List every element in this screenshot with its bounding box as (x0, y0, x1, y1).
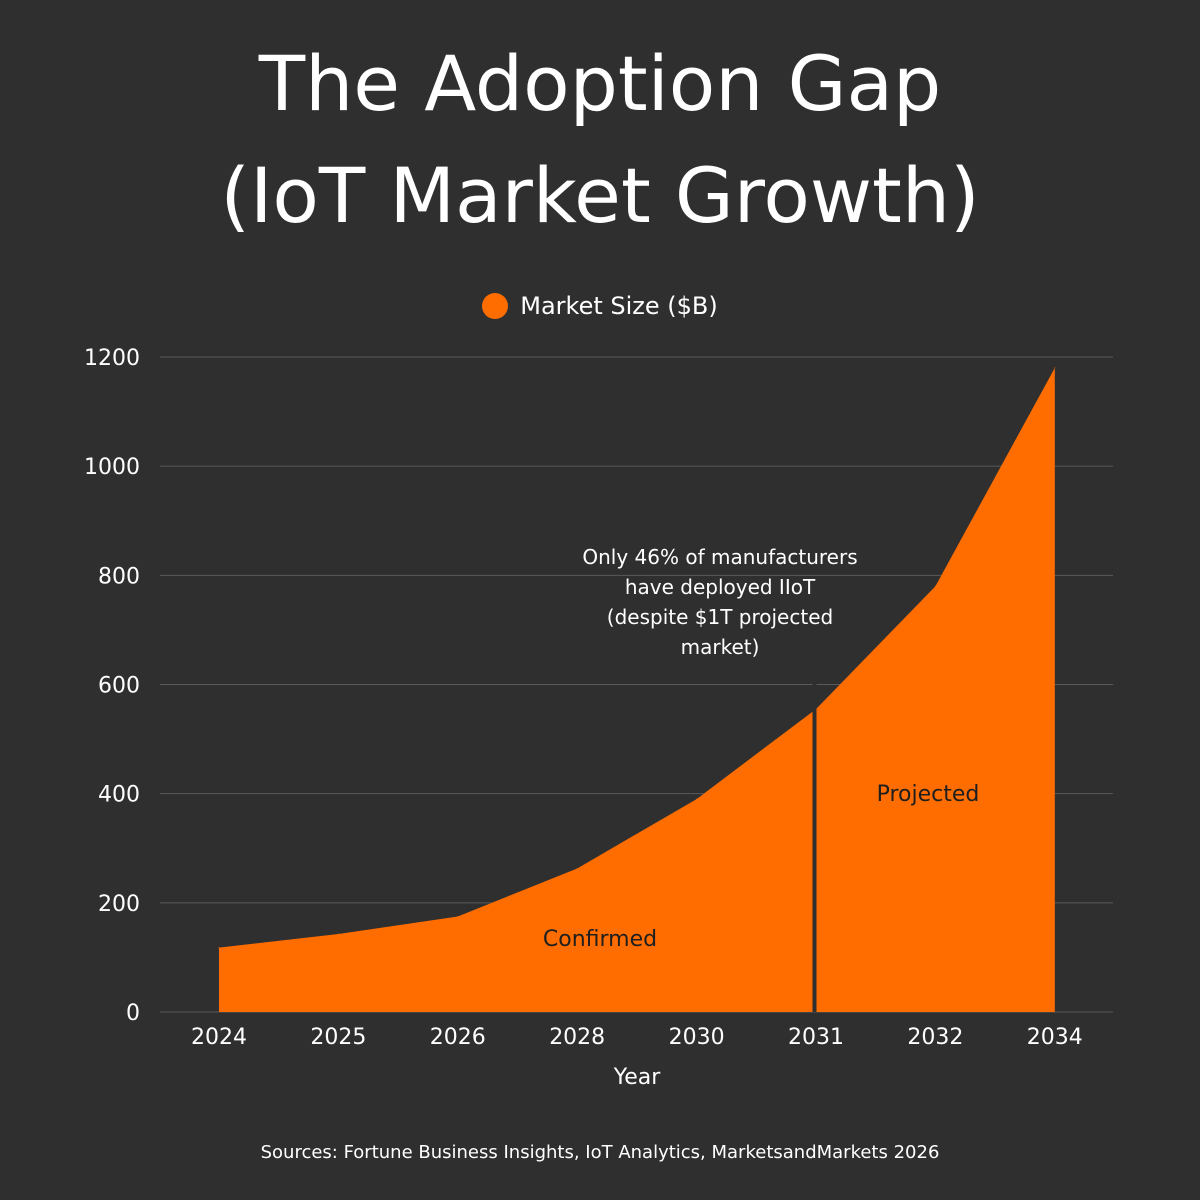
market-size-area (219, 367, 1055, 1013)
legend: Market Size ($B) (0, 292, 1200, 320)
y-tick-label: 1200 (84, 346, 140, 371)
chart-title-line-1: The Adoption Gap (258, 39, 942, 128)
data-point (934, 585, 936, 587)
x-tick-label: 2032 (907, 1025, 963, 1050)
data-point (1054, 367, 1056, 369)
y-tick-label: 400 (98, 783, 140, 808)
data-point (576, 867, 578, 869)
source-note: Sources: Fortune Business Insights, IoT … (260, 1142, 940, 1163)
data-point (218, 947, 220, 949)
x-axis-ticks: 2024 2025 2026 2028 2030 2031 2032 2034 Year (191, 1025, 1083, 1090)
data-point (457, 915, 459, 917)
data-point (337, 933, 339, 935)
x-tick-label: 2024 (191, 1025, 247, 1050)
x-tick-label: 2031 (788, 1025, 844, 1050)
area-series (218, 367, 1056, 1013)
legend-label: Market Size ($B) (520, 292, 718, 320)
x-axis-label: Year (613, 1065, 662, 1090)
y-tick-label: 600 (98, 674, 140, 699)
x-tick-label: 2025 (310, 1025, 366, 1050)
annotation-line: have deployed IIoT (625, 575, 816, 599)
region-label-confirmed: Confirmed (543, 927, 657, 952)
chart-title-line-2: (IoT Market Growth) (220, 151, 980, 240)
x-tick-label: 2028 (549, 1025, 605, 1050)
y-tick-label: 200 (98, 892, 140, 917)
y-tick-label: 800 (98, 564, 140, 589)
legend-marker-icon (482, 293, 509, 319)
x-tick-label: 2034 (1027, 1025, 1083, 1050)
data-point (696, 798, 698, 800)
y-tick-label: 1000 (84, 455, 140, 480)
y-axis-ticks: 0 200 400 600 800 1000 1200 (84, 346, 140, 1026)
x-tick-label: 2030 (669, 1025, 725, 1050)
annotation-line: (despite $1T projected (607, 605, 833, 629)
annotation-line: Only 46% of manufacturers (582, 545, 857, 569)
annotation-line: market) (681, 635, 760, 659)
annotations: Confirmed Projected Only 46% of manufactur… (543, 545, 980, 952)
adoption-annotation: Only 46% of manufacturers have deployed I… (582, 545, 857, 659)
x-tick-label: 2026 (430, 1025, 486, 1050)
y-tick-label: 0 (126, 1001, 140, 1026)
region-label-projected: Projected (877, 782, 980, 807)
